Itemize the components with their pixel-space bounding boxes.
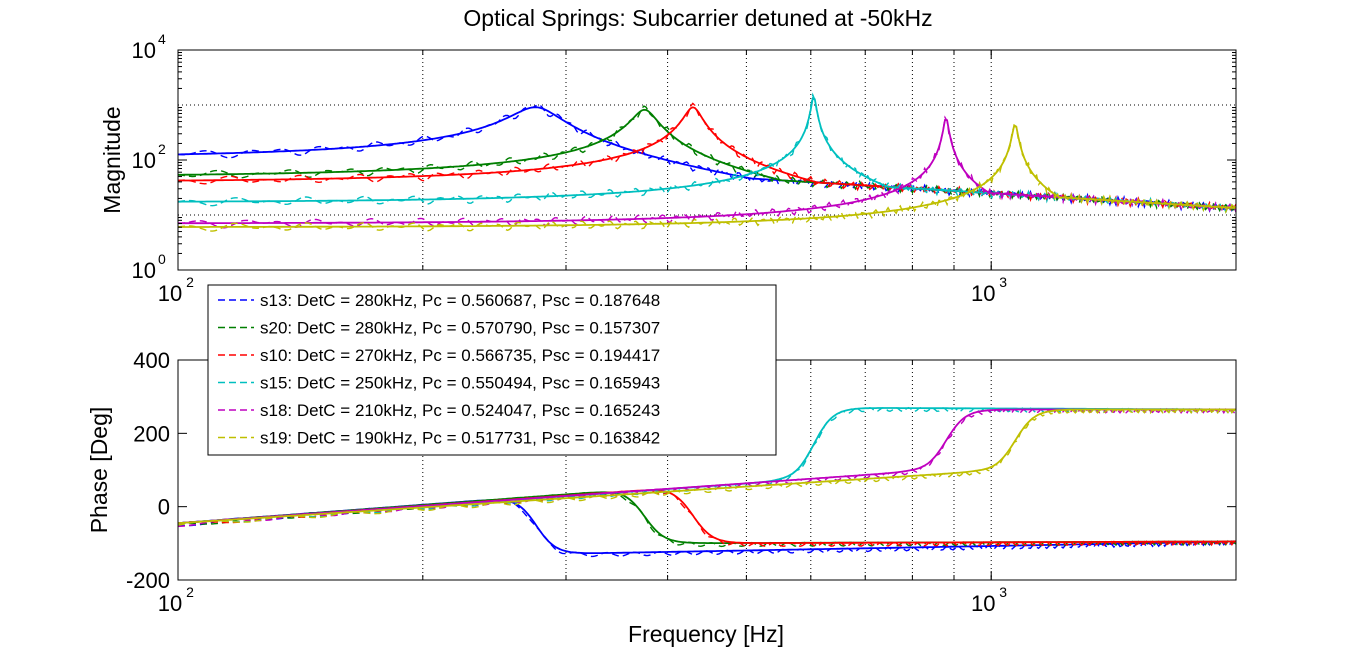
x-axis-label: Frequency [Hz]: [628, 621, 784, 647]
legend-box: [207, 284, 777, 456]
legend-label-s19: s19: DetC = 190kHz, Pc = 0.517731, Psc =…: [260, 429, 660, 448]
magnitude-series: [177, 92, 1237, 232]
x-tick-label: 10: [971, 281, 995, 306]
y-tick-label: 10: [132, 38, 156, 63]
magnitude-ylabel: Magnitude: [99, 106, 125, 213]
y-tick-label: 10: [132, 258, 156, 283]
legend-label-s13: s13: DetC = 280kHz, Pc = 0.560687, Psc =…: [260, 291, 660, 310]
x-tick-exponent: 3: [999, 274, 1007, 290]
x-tick-exponent: 3: [999, 584, 1007, 600]
legend-label-s18: s18: DetC = 210kHz, Pc = 0.524047, Psc =…: [260, 401, 660, 420]
magnitude-panel: 10 2 10 310 010 210 4 Magnitude: [99, 31, 1237, 306]
legend-label-s15: s15: DetC = 250kHz, Pc = 0.550494, Psc =…: [260, 374, 660, 393]
phase-ylabel: Phase [Deg]: [86, 407, 112, 534]
legend-label-s10: s10: DetC = 270kHz, Pc = 0.566735, Psc =…: [260, 346, 660, 365]
magnitude-line-s19-solid: [178, 123, 1237, 228]
legend-label-s20: s20: DetC = 280kHz, Pc = 0.570790, Psc =…: [260, 319, 660, 338]
y-tick-exponent: 0: [158, 251, 166, 267]
y-tick-label: -200: [126, 568, 170, 593]
x-tick-label: 10: [971, 591, 995, 616]
x-tick-exponent: 2: [186, 584, 194, 600]
y-tick-exponent: 4: [158, 31, 166, 47]
x-tick-label: 10: [158, 591, 182, 616]
y-tick-label: 0: [158, 495, 170, 520]
magnitude-ticks: 10 2 10 310 010 210 4: [132, 31, 1236, 306]
magnitude-grid: [178, 50, 1236, 270]
y-tick-label: 400: [133, 348, 170, 373]
y-tick-label: 10: [132, 148, 156, 173]
magnitude-plot-area: [178, 50, 1236, 270]
y-tick-label: 200: [133, 421, 170, 446]
x-tick-exponent: 2: [186, 274, 194, 290]
y-tick-exponent: 2: [158, 141, 166, 157]
chart-title: Optical Springs: Subcarrier detuned at -…: [463, 5, 932, 31]
phase-series: [177, 406, 1237, 558]
x-tick-label: 10: [158, 281, 182, 306]
phase-line-s19-solid: [177, 408, 1236, 525]
legend: s13: DetC = 280kHz, Pc = 0.560687, Psc =…: [207, 284, 777, 456]
